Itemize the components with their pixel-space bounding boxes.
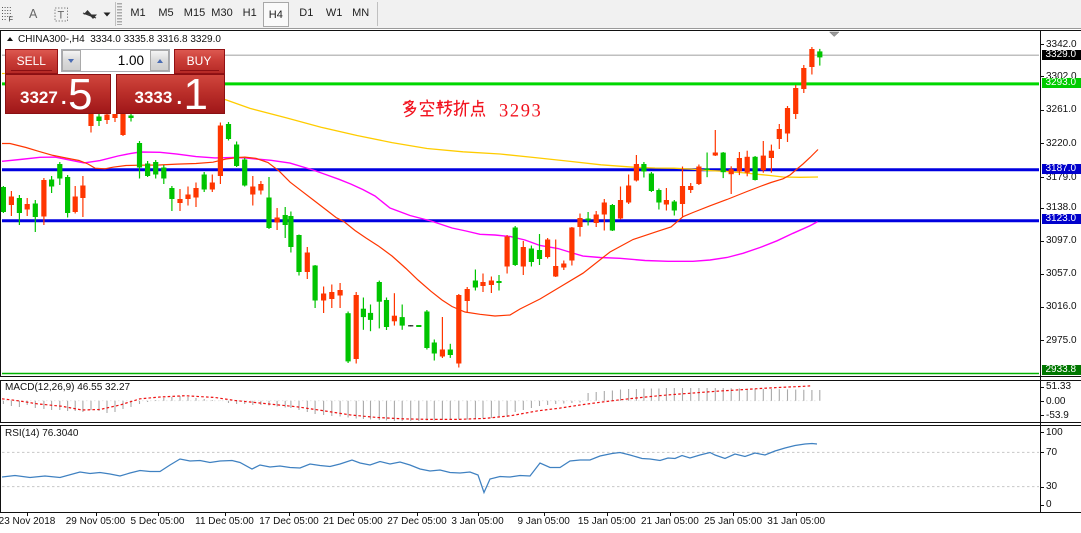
svg-text:3293: 3293 [499, 102, 542, 122]
svg-text:T: T [58, 10, 65, 22]
svg-text:A: A [29, 7, 38, 21]
svg-text:F: F [9, 15, 14, 24]
